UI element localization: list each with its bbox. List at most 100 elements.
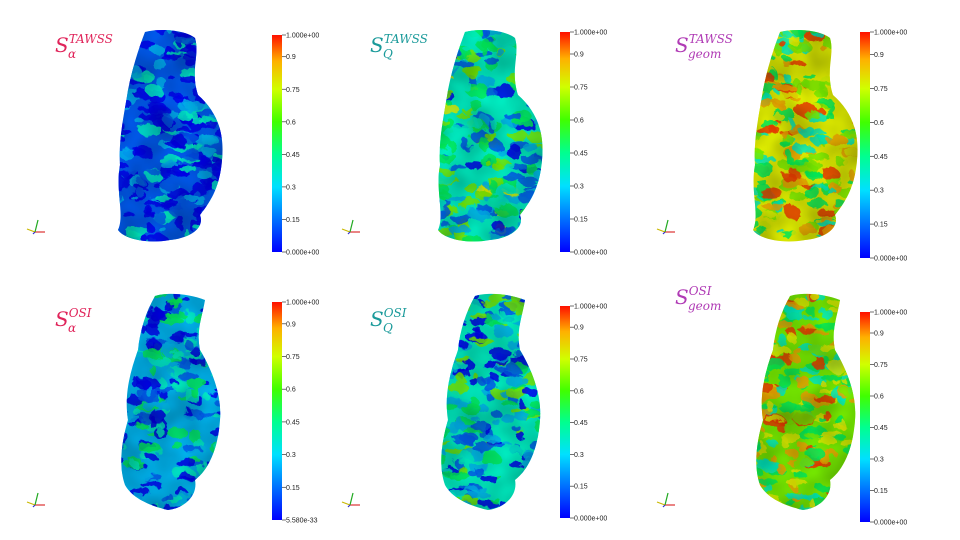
colorbar-tick-label: 5.580e-33 (286, 518, 318, 525)
title-superscript: TAWSS (689, 32, 733, 46)
colorbar-tick-label: 0.15 (874, 488, 888, 495)
colorbar-tick-label: 0.9 (574, 52, 584, 59)
panel-title: STAWSS (370, 32, 428, 57)
panel-title: STAWSS (675, 32, 733, 57)
colorbar-tick-label: 0.000e+00 (874, 520, 907, 527)
colorbar: 1.000e+00 0.9 0.75 0.6 0.45 0.3 0.15 0.000e+00 (560, 304, 607, 523)
colorbar-tick-label: 0.75 (574, 85, 588, 92)
colorbar-tick-label: 0.3 (286, 452, 296, 459)
colorbar-tick-label: 0.75 (286, 354, 300, 361)
colorbar-tick-label: 0.15 (574, 484, 588, 491)
orientation-axes-icon (26, 492, 45, 508)
panel-title: SOSI (55, 306, 92, 331)
colorbar-tick-label: 0.75 (874, 362, 888, 369)
colorbar-gradient (860, 312, 870, 522)
colorbar-tick-label: 0.3 (286, 184, 296, 191)
colorbar-tick-label: 0.6 (874, 120, 884, 127)
vessel-surface (753, 30, 858, 242)
title-subscript: geom (688, 299, 721, 313)
orientation-axes-icon (656, 219, 675, 235)
orientation-axes-icon (341, 219, 360, 235)
colorbar-tick-label: 0.6 (874, 394, 884, 401)
colorbar-tick-label: 1.000e+00 (574, 304, 607, 311)
colorbar-tick-label: 0.6 (574, 118, 584, 125)
colorbar-tick-label: 0.000e+00 (874, 256, 907, 263)
colorbar-tick-label: 0.45 (874, 154, 888, 161)
colorbar: 1.000e+00 0.9 0.75 0.6 0.45 0.3 0.15 0.000e+00 (860, 30, 907, 263)
colorbar-tick-label: 0.3 (574, 452, 584, 459)
colorbar-tick-label: 0.75 (574, 357, 588, 364)
title-symbol: S (675, 33, 689, 57)
colorbar-tick-label: 0.9 (286, 321, 296, 328)
vessel-shading (118, 30, 223, 242)
colorbar: 1.000e+00 0.9 0.75 0.6 0.45 0.3 0.15 0.000e+00 (272, 33, 319, 257)
title-superscript: OSI (384, 306, 407, 320)
colorbar-tick-label: 1.000e+00 (286, 33, 319, 40)
colorbar-tick-label: 0.9 (874, 331, 884, 338)
title-superscript: OSI (69, 306, 92, 320)
colorbar-tick-label: 0.9 (286, 54, 296, 61)
colorbar-gradient (560, 32, 570, 252)
orientation-axes-icon (341, 492, 360, 508)
title-symbol: S (55, 33, 69, 57)
colorbar-tick-label: 0.75 (286, 87, 300, 94)
vessel-shading (441, 293, 541, 510)
title-superscript: OSI (689, 284, 712, 298)
vessel-surface (121, 293, 221, 510)
panel-title: STAWSS (55, 32, 113, 57)
colorbar-tick-label: 0.15 (286, 485, 300, 492)
colorbar-tick-label: 0.15 (574, 217, 588, 224)
colorbar-tick-label: 0.45 (286, 419, 300, 426)
title-subscript: α (68, 321, 76, 335)
colorbar-gradient (272, 302, 282, 520)
vessel-shading (438, 30, 543, 242)
colorbar-tick-label: 1.000e+00 (286, 300, 319, 307)
colorbar-tick-label: 0.45 (574, 420, 588, 427)
panel-title: SOSI (675, 284, 712, 309)
colorbar-tick-label: 0.45 (286, 152, 300, 159)
colorbar-gradient (560, 306, 570, 518)
title-superscript: TAWSS (384, 32, 428, 46)
colorbar-tick-label: 1.000e+00 (574, 30, 607, 37)
colorbar-gradient (860, 32, 870, 258)
colorbar: 1.000e+00 0.9 0.75 0.6 0.45 0.3 0.15 0.000e+00 (860, 310, 907, 527)
colorbar-tick-label: 0.9 (574, 325, 584, 332)
title-superscript: TAWSS (69, 32, 113, 46)
colorbar-tick-label: 0.75 (874, 86, 888, 93)
vessel-shading (121, 293, 221, 510)
title-symbol: S (55, 307, 69, 331)
colorbar-tick-label: 0.000e+00 (286, 250, 319, 257)
colorbar-tick-label: 1.000e+00 (874, 30, 907, 37)
vessel-shading (753, 30, 858, 242)
title-symbol: S (370, 33, 384, 57)
colorbar: 1.000e+00 0.9 0.75 0.6 0.45 0.3 0.15 5.580e-33 (272, 300, 319, 525)
vessel-surface (438, 30, 543, 242)
colorbar-tick-label: 0.000e+00 (574, 250, 607, 257)
colorbar-tick-label: 0.9 (874, 52, 884, 59)
colorbar-tick-label: 0.6 (286, 387, 296, 394)
title-symbol: S (370, 307, 384, 331)
colorbar: 1.000e+00 0.9 0.75 0.6 0.45 0.3 0.15 0.000e+00 (560, 30, 607, 257)
colorbar-tick-label: 0.6 (286, 119, 296, 126)
title-subscript: α (68, 47, 76, 61)
orientation-axes-icon (656, 492, 675, 508)
colorbar-tick-label: 0.45 (874, 425, 888, 432)
orientation-axes-icon (26, 219, 45, 235)
vessel-surface (118, 30, 223, 242)
vessel-surface (756, 293, 856, 510)
vessel-shading (756, 293, 856, 510)
vessel-surface (441, 293, 541, 510)
colorbar-tick-label: 0.000e+00 (574, 516, 607, 523)
title-subscript: Q (383, 47, 393, 61)
colorbar-tick-label: 0.3 (874, 457, 884, 464)
colorbar-tick-label: 1.000e+00 (874, 310, 907, 317)
title-subscript: Q (383, 321, 393, 335)
colorbar-tick-label: 0.3 (574, 184, 584, 191)
colorbar-tick-label: 0.15 (286, 217, 300, 224)
